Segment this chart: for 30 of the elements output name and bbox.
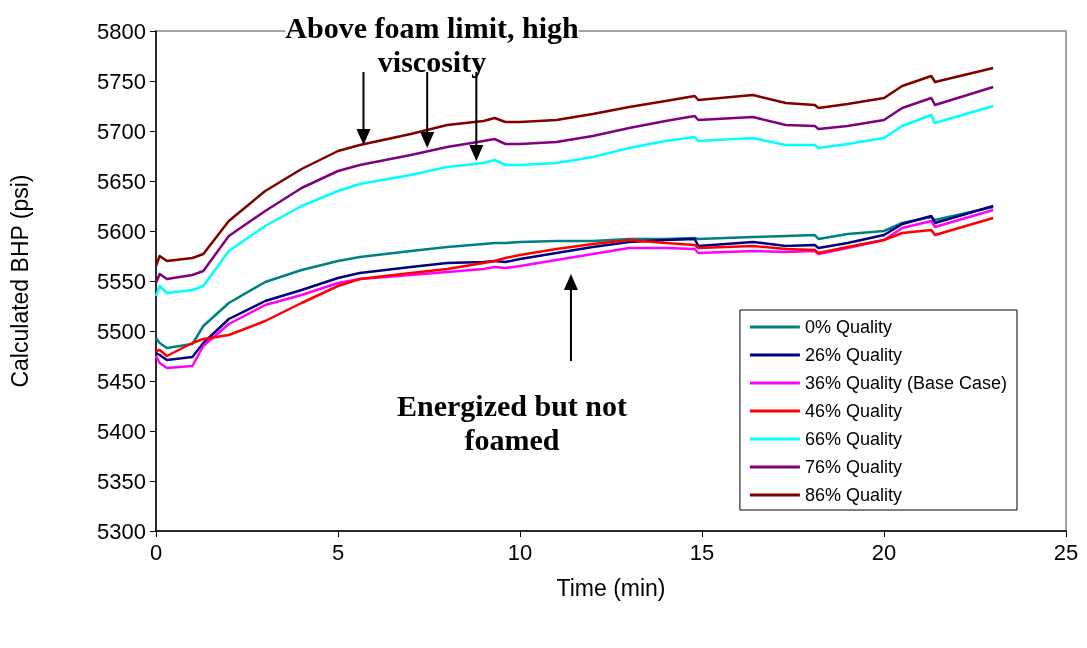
- y-tick-label: 5650: [97, 168, 146, 194]
- x-axis-title: Time (min): [556, 574, 666, 601]
- y-tick-label: 5600: [97, 218, 146, 244]
- y-tick-label: 5300: [97, 518, 146, 544]
- line-series: [154, 85, 995, 285]
- x-tick-label: 5: [331, 539, 345, 565]
- x-tick-label: 15: [689, 539, 715, 565]
- legend-label: 0% Quality: [804, 317, 892, 337]
- x-tick-label: 25: [1053, 539, 1079, 565]
- y-tick-label: 5450: [97, 368, 146, 394]
- legend-label: 26% Quality: [804, 345, 902, 365]
- y-tick-label: 5750: [97, 68, 146, 94]
- legend-label: 76% Quality: [804, 457, 902, 477]
- legend-label: 86% Quality: [804, 485, 902, 505]
- legend-label: 46% Quality: [804, 401, 902, 421]
- y-tick-label: 5550: [97, 268, 146, 294]
- annotation: Energized but not foamed: [396, 388, 628, 456]
- y-tick-label: 5700: [97, 118, 146, 144]
- y-tick-label: 5500: [97, 318, 146, 344]
- annotation: Above foam limit, high viscosity: [285, 10, 579, 78]
- legend-label: 66% Quality: [804, 429, 902, 449]
- y-axis-title: Calculated BHP (psi): [6, 174, 33, 388]
- y-tick-label: 5800: [97, 18, 146, 44]
- line-series: [154, 104, 995, 298]
- x-tick-label: 0: [149, 539, 163, 565]
- y-tick-label: 5400: [97, 418, 146, 444]
- y-tick-label: 5350: [97, 468, 146, 494]
- x-tick-label: 10: [507, 539, 533, 565]
- legend-label: 36% Quality (Base Case): [804, 373, 1008, 393]
- x-tick-label: 20: [871, 539, 897, 565]
